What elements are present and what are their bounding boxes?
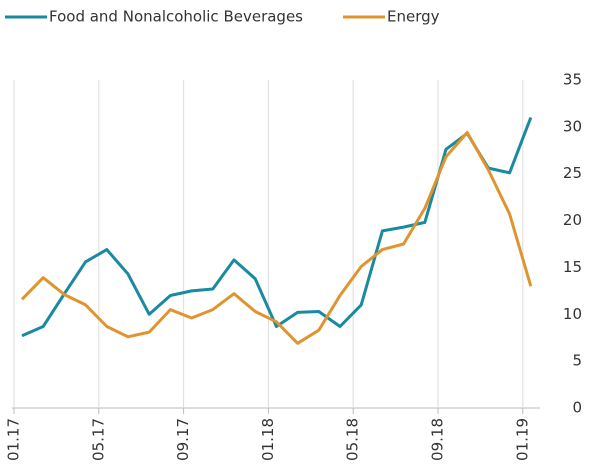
x-tick-label: 09.18 xyxy=(429,418,447,461)
y-tick-label: 30 xyxy=(563,117,582,135)
y-tick-label: 20 xyxy=(563,211,582,229)
y-tick-label: 0 xyxy=(572,399,582,417)
x-tick-label: 01.17 xyxy=(5,418,23,461)
legend-label: Food and Nonalcoholic Beverages xyxy=(49,8,303,26)
legend-label: Energy xyxy=(387,8,440,26)
y-tick-label: 35 xyxy=(563,71,582,89)
y-tick-label: 10 xyxy=(563,305,582,323)
x-tick-label: 09.17 xyxy=(174,418,192,461)
y-tick-label: 5 xyxy=(572,352,582,370)
x-tick-label: 01.18 xyxy=(259,418,277,461)
x-tick-label: 01.19 xyxy=(513,418,531,461)
series-line xyxy=(21,116,533,338)
y-tick-label: 25 xyxy=(563,164,582,182)
x-tick-label: 05.17 xyxy=(89,418,107,461)
y-tick-label: 15 xyxy=(563,258,582,276)
x-tick-label: 05.18 xyxy=(344,418,362,461)
series-line xyxy=(20,131,533,345)
